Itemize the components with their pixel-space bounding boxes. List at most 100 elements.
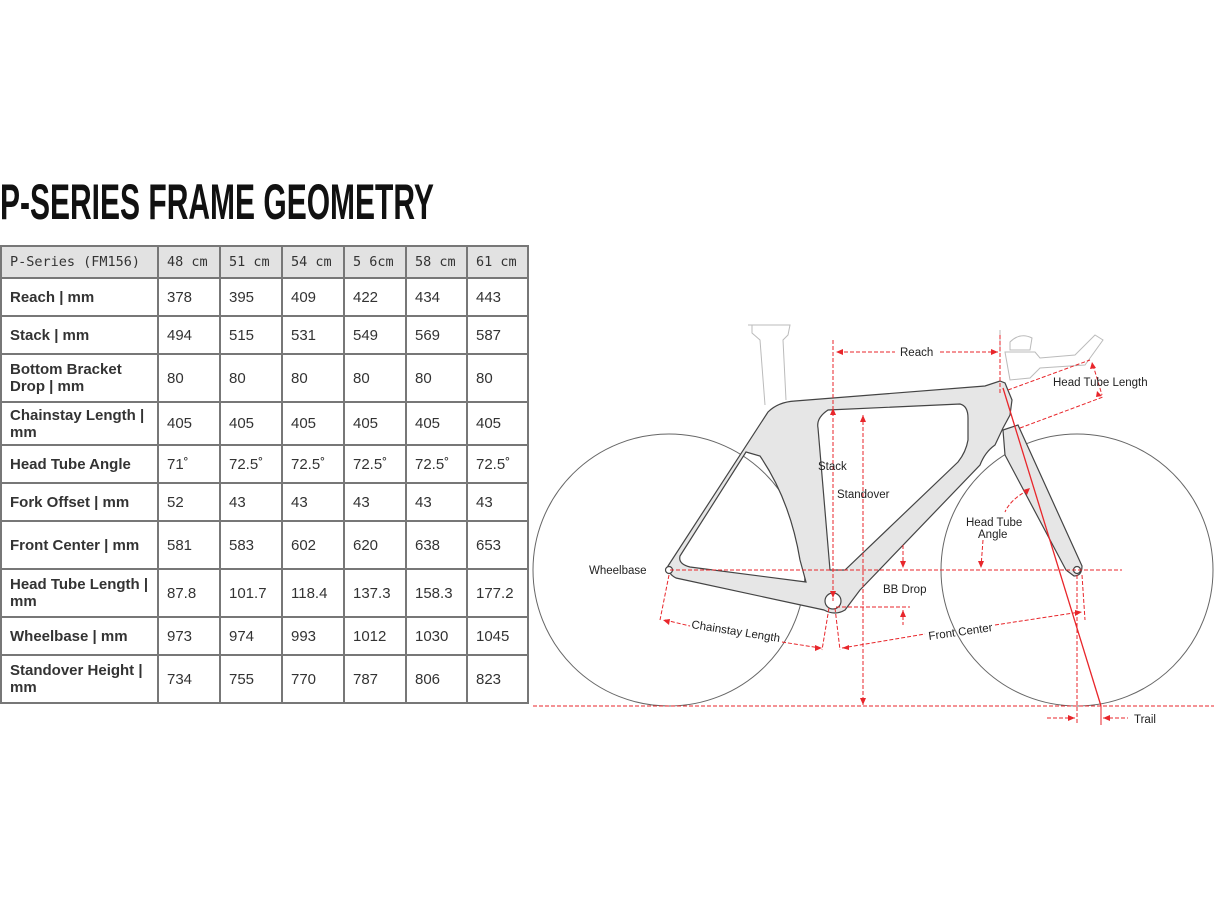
frame: [664, 380, 1083, 614]
cell-value: 405: [219, 401, 283, 446]
table-row: Standover Height | mm 734 755 770 787 806 823: [0, 654, 529, 704]
cell-value: 72.5˚: [466, 444, 529, 484]
table-row: Stack | mm 494 515 531 549 569 587: [0, 315, 529, 355]
cell-value: 43: [466, 482, 529, 522]
chainstay-length-label: Chainstay Length: [691, 619, 781, 645]
table-header-row: P-Series (FM156) 48 cm 51 cm 54 cm 5 6cm 58 c…: [0, 245, 529, 279]
cell-value: 87.8: [157, 568, 221, 618]
cell-value: 378: [157, 277, 221, 317]
cell-value: 1030: [405, 616, 468, 656]
row-label: Reach | mm: [0, 277, 159, 317]
cell-value: 973: [157, 616, 221, 656]
cell-value: 80: [281, 353, 345, 403]
cell-value: 620: [343, 520, 407, 570]
cell-value: 755: [219, 654, 283, 704]
stack-label: Stack: [818, 461, 847, 473]
cell-value: 71˚: [157, 444, 221, 484]
steering-axis-line: [1002, 387, 1102, 707]
table-row: Wheelbase | mm 973 974 993 1012 1030 1045: [0, 616, 529, 656]
cell-value: 587: [466, 315, 529, 355]
cell-value: 638: [405, 520, 468, 570]
cell-value: 734: [157, 654, 221, 704]
table-row: Bottom Bracket Drop | mm 80 80 80 80 80 80: [0, 353, 529, 403]
table-row: Chainstay Length | mm 405 405 405 405 405 405: [0, 401, 529, 446]
cell-value: 72.5˚: [281, 444, 345, 484]
cell-value: 806: [405, 654, 468, 704]
page-title: P-SERIES FRAME GEOMETRY: [0, 174, 434, 230]
cell-value: 43: [219, 482, 283, 522]
cell-value: 409: [281, 277, 345, 317]
cell-value: 494: [157, 315, 221, 355]
dimension-lines: [533, 335, 1214, 725]
wheelbase-label: Wheelbase: [589, 565, 647, 577]
header-size: 51 cm: [219, 245, 283, 279]
cell-value: 974: [219, 616, 283, 656]
table-row: Head Tube Length | mm 87.8 101.7 118.4 137.3…: [0, 568, 529, 618]
cell-value: 395: [219, 277, 283, 317]
header-size: 5 6cm: [343, 245, 407, 279]
row-label: Fork Offset | mm: [0, 482, 159, 522]
cell-value: 583: [219, 520, 283, 570]
head-tube-angle-label-2: Angle: [978, 529, 1007, 541]
cell-value: 823: [466, 654, 529, 704]
cell-value: 1012: [343, 616, 407, 656]
table-row: Head Tube Angle 71˚ 72.5˚ 72.5˚ 72.5˚ 72.5˚ 72…: [0, 444, 529, 484]
cell-value: 80: [405, 353, 468, 403]
header-size: 54 cm: [281, 245, 345, 279]
header-size: 48 cm: [157, 245, 221, 279]
header-size: 61 cm: [466, 245, 529, 279]
geometry-table: P-Series (FM156) 48 cm 51 cm 54 cm 5 6cm 58 c…: [0, 245, 529, 704]
row-label: Head Tube Angle: [0, 444, 159, 484]
row-label: Bottom Bracket Drop | mm: [0, 353, 159, 403]
cell-value: 101.7: [219, 568, 283, 618]
cell-value: 581: [157, 520, 221, 570]
cell-value: 531: [281, 315, 345, 355]
cell-value: 405: [281, 401, 345, 446]
head-tube-angle-label: Head Tube: [966, 517, 1022, 529]
cell-value: 72.5˚: [343, 444, 407, 484]
cell-value: 405: [405, 401, 468, 446]
cockpit: [999, 330, 1104, 381]
cell-value: 422: [343, 277, 407, 317]
cell-value: 443: [466, 277, 529, 317]
cell-value: 158.3: [405, 568, 468, 618]
cell-value: 43: [405, 482, 468, 522]
cell-value: 137.3: [343, 568, 407, 618]
cell-value: 787: [343, 654, 407, 704]
cell-value: 1045: [466, 616, 529, 656]
cell-value: 993: [281, 616, 345, 656]
table-row: Front Center | mm 581 583 602 620 638 653: [0, 520, 529, 570]
cell-value: 549: [343, 315, 407, 355]
cell-value: 80: [466, 353, 529, 403]
row-label: Front Center | mm: [0, 520, 159, 570]
trail-label: Trail: [1134, 714, 1156, 726]
cell-value: 434: [405, 277, 468, 317]
cell-value: 405: [157, 401, 221, 446]
header-model: P-Series (FM156): [0, 245, 159, 279]
cell-value: 405: [466, 401, 529, 446]
table-row: Fork Offset | mm 52 43 43 43 43 43: [0, 482, 529, 522]
cell-value: 43: [281, 482, 345, 522]
cell-value: 653: [466, 520, 529, 570]
cell-value: 602: [281, 520, 345, 570]
row-label: Head Tube Length | mm: [0, 568, 159, 618]
row-label: Standover Height | mm: [0, 654, 159, 704]
bb-drop-label: BB Drop: [883, 584, 926, 596]
cell-value: 80: [157, 353, 221, 403]
cell-value: 80: [219, 353, 283, 403]
row-label: Wheelbase | mm: [0, 616, 159, 656]
cell-value: 118.4: [281, 568, 345, 618]
cell-value: 72.5˚: [219, 444, 283, 484]
dimension-arrows: [663, 349, 1110, 721]
table-row: Reach | mm 378 395 409 422 434 443: [0, 277, 529, 317]
seatpost: [748, 324, 791, 406]
cell-value: 770: [281, 654, 345, 704]
cell-value: 80: [343, 353, 407, 403]
cell-value: 177.2: [466, 568, 529, 618]
cell-value: 52: [157, 482, 221, 522]
reach-label: Reach: [900, 347, 933, 359]
cell-value: 515: [219, 315, 283, 355]
standover-label: Standover: [837, 489, 890, 501]
cell-value: 405: [343, 401, 407, 446]
